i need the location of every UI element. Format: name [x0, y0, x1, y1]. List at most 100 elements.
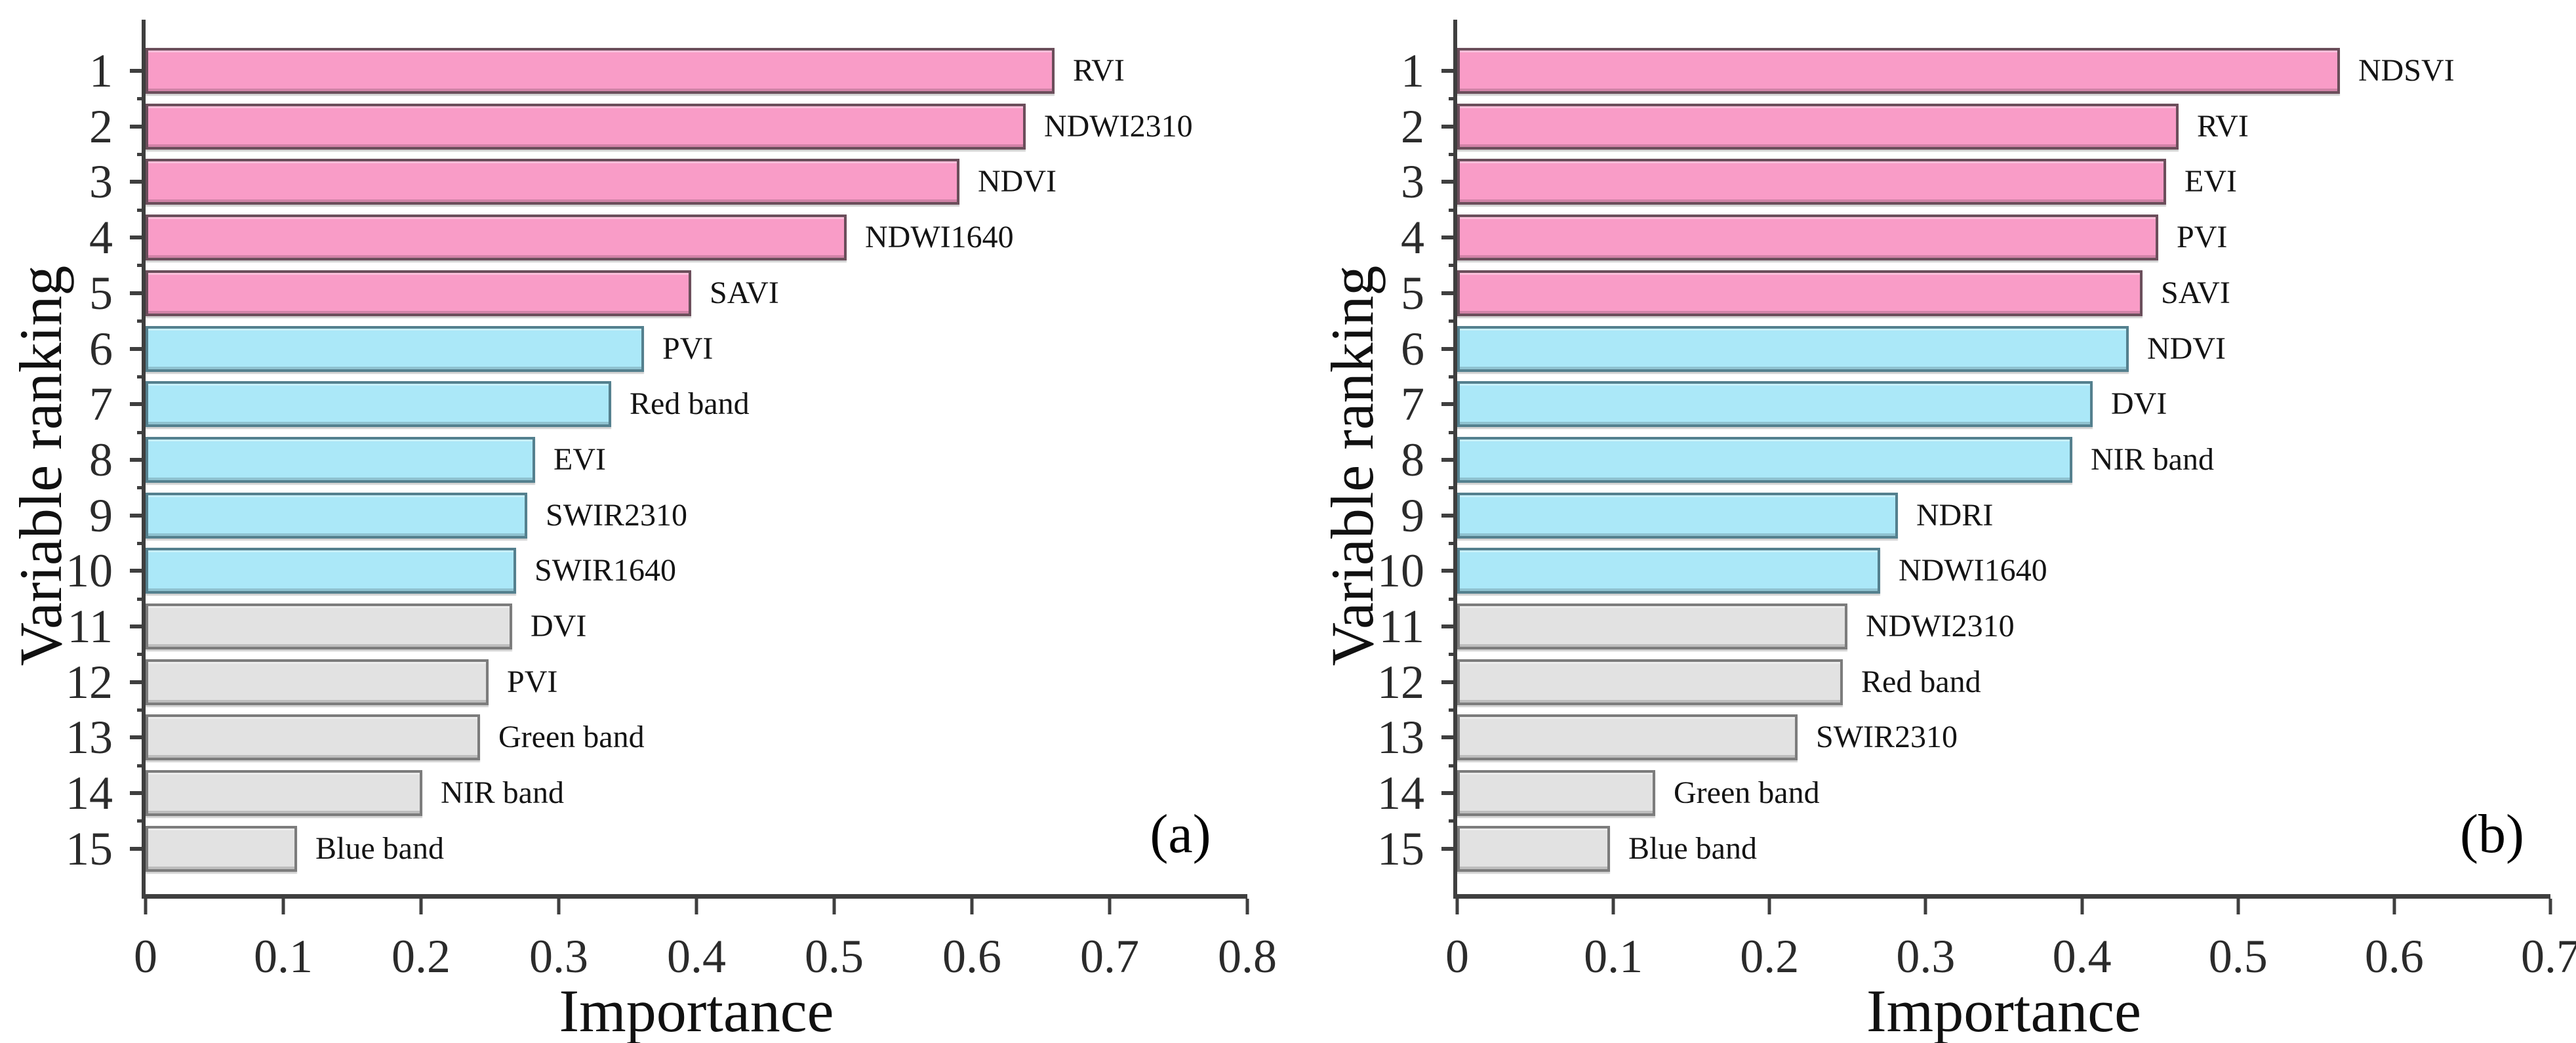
y-tick-minor: [137, 319, 146, 323]
bar-row: NIR band: [146, 770, 1247, 817]
y-tick-minor: [1449, 264, 1457, 268]
bar-ndvi: [146, 159, 959, 205]
x-axis-title: Importance: [559, 977, 834, 1043]
bar-label: EVI: [553, 441, 606, 477]
y-tick: [130, 124, 146, 129]
x-tick: [1455, 899, 1459, 914]
bar-label: Green band: [498, 720, 645, 755]
bar-ndvi: [1457, 325, 2129, 372]
bar-label: Red band: [630, 386, 750, 422]
x-tick: [1923, 899, 1927, 914]
y-tick: [1441, 624, 1457, 628]
x-tick-label: 0.3: [1896, 930, 1956, 983]
y-tick: [1441, 235, 1457, 240]
bar-label: PVI: [662, 331, 714, 366]
y-tick: [130, 680, 146, 684]
bar-row: Blue band: [1457, 825, 2550, 872]
x-tick: [1245, 899, 1249, 914]
y-tick-label: 5: [1401, 266, 1424, 319]
y-tick: [130, 624, 146, 628]
y-tick-label: 15: [66, 822, 113, 875]
bar-label: NDSVI: [2358, 53, 2455, 88]
y-tick-label: 10: [1377, 544, 1424, 598]
x-tick: [557, 899, 561, 914]
y-tick-label: 11: [1379, 600, 1424, 653]
bar-row: SWIR2310: [146, 492, 1247, 539]
y-tick-minor: [137, 486, 146, 490]
bar-row: EVI: [1457, 159, 2550, 205]
bar-row: PVI: [1457, 215, 2550, 261]
bar-label: SWIR2310: [546, 497, 687, 533]
bar-label: DVI: [2111, 386, 2167, 422]
y-tick-minor: [1449, 653, 1457, 657]
y-tick-label: 6: [1401, 322, 1424, 375]
y-tick-minor: [1449, 430, 1457, 434]
bar-ndri: [1457, 492, 1898, 539]
bar-label: NDVI: [978, 164, 1057, 199]
x-tick: [1108, 899, 1112, 914]
y-tick-label: 3: [1401, 155, 1424, 209]
bar-label: NIR band: [441, 775, 564, 811]
bar-nir-band: [146, 770, 422, 817]
bar-swir1640: [146, 548, 516, 594]
x-tick: [694, 899, 698, 914]
bar-row: NDRI: [1457, 492, 2550, 539]
x-tick: [970, 899, 974, 914]
bar-green-band: [1457, 770, 1655, 817]
y-tick-minor: [137, 264, 146, 268]
y-tick-minor: [1449, 708, 1457, 712]
y-tick-minor: [1449, 764, 1457, 767]
bar-row: PVI: [146, 325, 1247, 372]
bar-label: Blue band: [1628, 830, 1757, 866]
y-tick: [130, 69, 146, 73]
y-tick-label: 14: [1377, 767, 1424, 820]
y-tick: [130, 569, 146, 573]
plot-area-b: Variable ranking Importance (b) NDSVI 1 RV…: [1319, 20, 2576, 1041]
bar-row: NDWI2310: [146, 103, 1247, 150]
y-tick-minor: [137, 430, 146, 434]
x-tick: [2080, 899, 2084, 914]
x-tick: [281, 899, 285, 914]
bar-savi: [1457, 270, 2143, 316]
bar-row: RVI: [1457, 103, 2550, 150]
y-tick-minor: [137, 97, 146, 101]
y-tick-label: 8: [1401, 433, 1424, 486]
bar-row: EVI: [146, 436, 1247, 483]
bar-label: NDWI1640: [1899, 553, 2047, 588]
bar-ndwi2310: [1457, 603, 1847, 649]
y-tick-minor: [1449, 541, 1457, 545]
bar-row: NIR band: [1457, 436, 2550, 483]
bar-row: DVI: [1457, 381, 2550, 428]
bar-red-band: [146, 381, 611, 428]
bar-label: SAVI: [710, 275, 779, 310]
bar-row: SAVI: [146, 270, 1247, 316]
y-tick-label: 8: [89, 433, 113, 486]
x-tick-label: 0.6: [942, 930, 1001, 983]
bar-row: Red band: [1457, 659, 2550, 705]
y-tick-label: 13: [66, 711, 113, 764]
bar-label: SWIR2310: [1816, 720, 1958, 755]
y-tick: [130, 402, 146, 407]
y-tick: [1441, 346, 1457, 351]
x-tick: [419, 899, 423, 914]
y-tick-label: 3: [89, 155, 113, 209]
y-tick-label: 4: [1401, 211, 1424, 264]
y-tick-label: 13: [1377, 711, 1424, 764]
y-tick-minor: [1449, 319, 1457, 323]
y-tick: [130, 513, 146, 518]
y-tick-minor: [137, 597, 146, 601]
bar-row: NDWI1640: [146, 215, 1247, 261]
y-tick-label: 11: [67, 600, 113, 653]
bar-label: EVI: [2184, 164, 2237, 199]
y-tick-minor: [1449, 208, 1457, 212]
x-tick: [1767, 899, 1771, 914]
bar-blue-band: [146, 825, 297, 872]
y-tick-label: 1: [1401, 45, 1424, 97]
bar-row: PVI: [146, 659, 1247, 705]
x-tick-label: 0: [1445, 930, 1469, 983]
plot-area-a: Variable ranking Importance (a) RVI 1 NDWI…: [7, 20, 1277, 1041]
y-tick-label: 7: [89, 378, 113, 431]
bar-label: SWIR1640: [534, 553, 676, 588]
bar-blue-band: [1457, 825, 1610, 872]
bar-red-band: [1457, 659, 1843, 705]
